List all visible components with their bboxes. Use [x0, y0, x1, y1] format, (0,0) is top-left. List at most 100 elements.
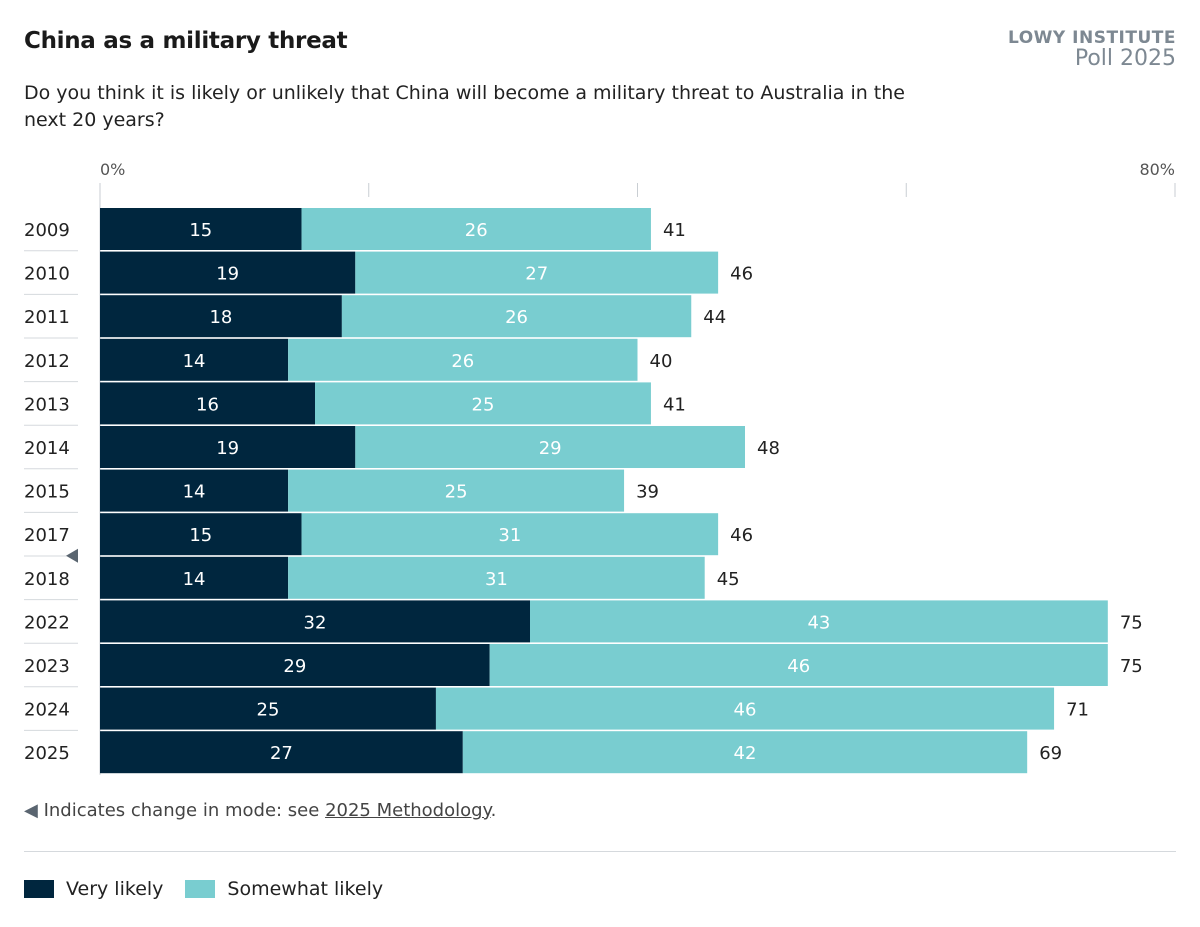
total-label: 46 [730, 264, 753, 285]
bar-segment [100, 382, 315, 425]
bar-segment [435, 687, 1055, 730]
year-label: 2009 [24, 220, 70, 241]
bar-value-label: 18 [209, 307, 232, 328]
x-tick-label: 80% [1139, 160, 1175, 179]
mode-change-icon: ◀ [24, 800, 38, 821]
chart-subtitle: Do you think it is likely or unlikely th… [24, 82, 905, 131]
bar-segment [301, 208, 651, 250]
bar-value-label: 15 [189, 525, 212, 546]
total-label: 69 [1039, 743, 1062, 764]
bar-segment [288, 338, 638, 381]
year-label: 2011 [24, 307, 70, 328]
footnote-text: Indicates change in mode: see [43, 800, 326, 821]
total-label: 75 [1120, 656, 1143, 677]
bar-segment [462, 731, 1028, 774]
bar-value-label: 16 [196, 394, 219, 415]
year-label: 2017 [24, 525, 70, 546]
bar-segment [100, 208, 302, 250]
year-label: 2010 [24, 264, 70, 285]
year-label: 2024 [24, 700, 70, 721]
legend-label: Very likely [66, 878, 164, 900]
bar-value-label: 31 [485, 569, 508, 590]
bar-segment [100, 513, 302, 556]
bar-segment [100, 687, 436, 730]
total-label: 48 [757, 438, 780, 459]
bar-segment [355, 426, 745, 468]
total-label: 41 [663, 394, 686, 415]
bar-value-label: 29 [539, 438, 562, 459]
bar-segment [100, 338, 289, 381]
logo-line1: LOWY INSTITUTE [1008, 28, 1176, 48]
bar-segment [100, 731, 463, 774]
bar-value-label: 26 [465, 220, 488, 241]
bar-chart: 0% 80% 2009 15 26 41 2010 19 27 46 2011 18 26 44 2012 1… [24, 160, 1176, 775]
bar-value-label: 29 [283, 656, 306, 677]
year-label: 2015 [24, 482, 70, 503]
bar-segment [341, 295, 692, 338]
legend: Very likely Somewhat likely [24, 878, 405, 900]
bar-value-label: 14 [183, 351, 206, 372]
bar-segment [288, 469, 625, 512]
bar-segment [355, 251, 719, 294]
chart-title: China as a military threat [24, 28, 348, 54]
bar-value-label: 43 [807, 612, 830, 633]
bar-value-label: 15 [189, 220, 212, 241]
bar-value-label: 19 [216, 438, 239, 459]
bar-value-label: 19 [216, 264, 239, 285]
bar-value-label: 25 [257, 700, 280, 721]
bar-value-label: 32 [304, 612, 327, 633]
bar-segment [100, 251, 356, 294]
bar-segment [100, 644, 490, 686]
bar-value-label: 25 [445, 482, 468, 503]
mode-change-icon [66, 548, 78, 563]
legend-swatch [24, 880, 54, 898]
footnote-end: . [490, 800, 497, 821]
logo-line2: Poll 2025 [1074, 46, 1176, 71]
bar-segment [301, 513, 719, 556]
bar-value-label: 14 [183, 569, 206, 590]
total-label: 45 [717, 569, 740, 590]
x-tick-label: 0% [100, 160, 125, 179]
bar-value-label: 27 [270, 743, 293, 764]
total-label: 44 [703, 307, 726, 328]
bar-segment [100, 426, 356, 468]
total-label: 39 [636, 482, 659, 503]
bar-segment [288, 556, 705, 599]
year-label: 2012 [24, 351, 70, 372]
bar-value-label: 25 [472, 394, 495, 415]
total-label: 71 [1066, 700, 1089, 721]
total-label: 40 [650, 351, 673, 372]
bar-segment [489, 644, 1108, 686]
methodology-link[interactable]: 2025 Methodology [325, 800, 491, 821]
bar-segment [530, 600, 1108, 643]
legend-label: Somewhat likely [227, 878, 384, 900]
year-label: 2014 [24, 438, 70, 459]
year-label: 2025 [24, 743, 70, 764]
bar-segment [315, 382, 651, 425]
bar-segment [100, 600, 530, 643]
bar-value-label: 14 [183, 482, 206, 503]
bar-value-label: 46 [734, 700, 757, 721]
total-label: 46 [730, 525, 753, 546]
year-label: 2022 [24, 612, 70, 633]
total-label: 41 [663, 220, 686, 241]
legend-swatch [185, 880, 216, 898]
legend-item-somewhat-likely[interactable]: Somewhat likely [185, 878, 383, 900]
lowy-institute-logo: LOWY INSTITUTE Poll 2025 [1008, 30, 1176, 70]
bar-value-label: 42 [734, 743, 757, 764]
year-label: 2013 [24, 394, 70, 415]
bar-value-label: 46 [787, 656, 810, 677]
bar-value-label: 26 [451, 351, 474, 372]
year-label: 2018 [24, 569, 70, 590]
year-label: 2023 [24, 656, 70, 677]
total-label: 75 [1120, 612, 1143, 633]
bar-value-label: 26 [505, 307, 528, 328]
footnote: ◀ Indicates change in mode: see 2025 Met… [24, 800, 496, 821]
legend-item-very-likely[interactable]: Very likely [24, 878, 163, 900]
bar-segment [100, 295, 342, 338]
bar-value-label: 31 [498, 525, 521, 546]
bar-value-label: 27 [525, 264, 548, 285]
bar-segment [100, 469, 289, 512]
divider [24, 851, 1176, 852]
bar-segment [100, 556, 289, 599]
